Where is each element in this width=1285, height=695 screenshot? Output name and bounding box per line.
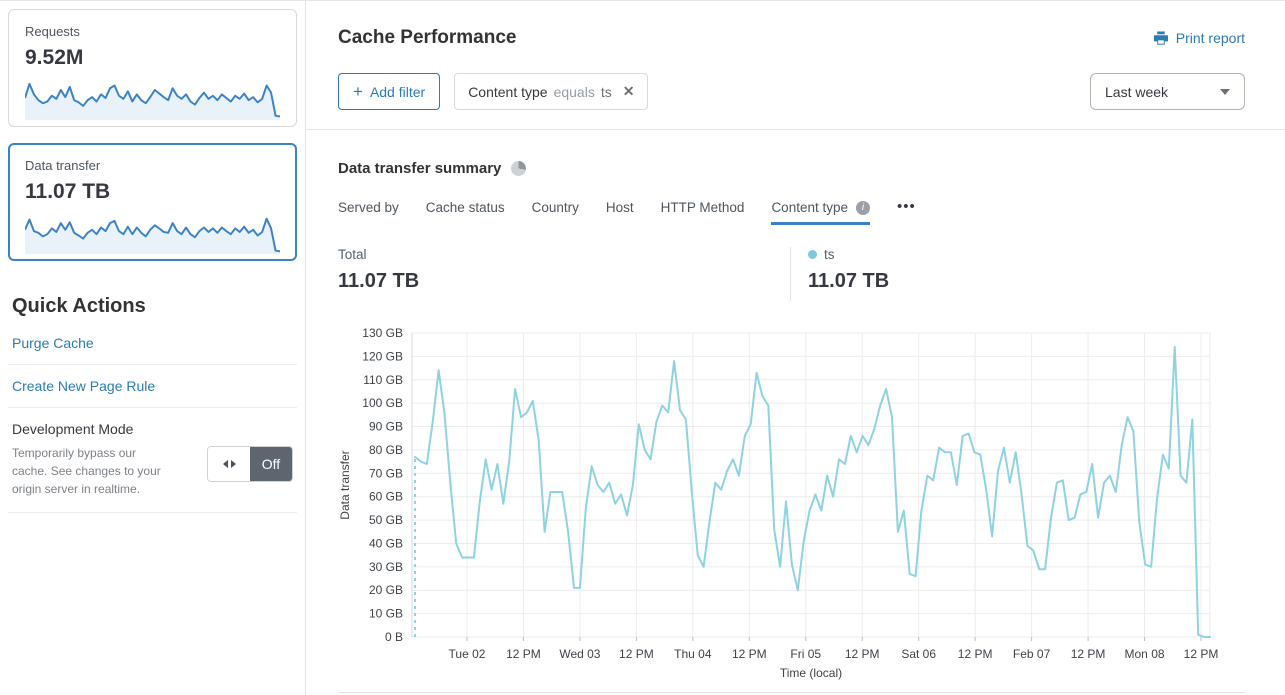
card-label: Data transfer [25, 158, 101, 173]
x-tick-label: 12 PM [1184, 647, 1218, 661]
data-transfer-chart: 0 B 10 GB 20 GB 30 GB 40 GB 50 GB 60 GB 70 GB 80… [338, 325, 1245, 686]
print-report-label: Print report [1175, 30, 1245, 46]
x-tick-label: 12 PM [1071, 647, 1106, 661]
data-transfer-sparkline [25, 217, 280, 255]
y-tick-label: 40 GB [369, 536, 403, 550]
card-value: 9.52M [25, 46, 84, 69]
y-tick-label: 90 GB [369, 420, 403, 434]
development-mode-title: Development Mode [12, 421, 134, 437]
quick-actions-title: Quick Actions [12, 295, 146, 317]
x-tick-label: 12 PM [732, 647, 767, 661]
add-filter-button[interactable]: + Add filter [338, 73, 441, 110]
total-label: Total [338, 247, 367, 262]
tab-label: Served by [338, 200, 399, 215]
chevron-down-icon [1220, 88, 1230, 95]
section-divider [338, 692, 1245, 693]
plus-icon: + [353, 82, 363, 101]
card-value: 11.07 TB [25, 180, 111, 203]
y-axis-title: Data transfer [338, 450, 352, 519]
tab-label: Content type [771, 200, 848, 215]
tab-cache-status[interactable]: Cache status [426, 200, 505, 225]
summary-title: Data transfer summary [338, 160, 502, 177]
development-mode-block: Development Mode Temporarily bypass our … [8, 408, 297, 513]
remove-filter-icon[interactable]: ✕ [622, 83, 635, 99]
y-tick-label: 60 GB [369, 490, 403, 504]
x-tick-label: Wed 03 [559, 647, 600, 661]
purge-cache-link[interactable]: Purge Cache [8, 322, 297, 365]
filter-chip[interactable]: Content type equals ts ✕ [454, 73, 649, 110]
y-tick-label: 80 GB [369, 443, 403, 457]
total-column: Total 11.07 TB [338, 247, 791, 301]
more-tabs-button[interactable]: ••• [897, 198, 916, 215]
printer-icon [1153, 30, 1168, 45]
time-range-value: Last week [1105, 83, 1169, 100]
x-tick-label: 12 PM [958, 647, 993, 661]
y-tick-label: 50 GB [369, 513, 403, 527]
y-tick-label: 110 GB [363, 373, 403, 387]
chart-canvas: 0 B 10 GB 20 GB 30 GB 40 GB 50 GB 60 GB 70 GB 80… [338, 326, 1218, 680]
x-tick-label: Fri 05 [790, 647, 821, 661]
x-tick-label: Mon 08 [1125, 647, 1165, 661]
y-tick-label: 20 GB [369, 583, 403, 597]
filter-operator: equals [553, 83, 595, 100]
add-filter-label: Add filter [369, 83, 426, 100]
tab-label: Host [605, 200, 634, 215]
main-panel: Cache Performance Print report + Add fil… [306, 1, 1285, 695]
card-label: Requests [25, 24, 80, 39]
legend-column: ts 11.07 TB [791, 247, 889, 301]
y-tick-label: 130 GB [362, 326, 403, 340]
y-tick-label: 0 B [385, 630, 403, 644]
y-tick-label: 70 GB [369, 466, 403, 480]
time-range-select[interactable]: Last week [1090, 73, 1245, 110]
y-tick-label: 10 GB [369, 607, 403, 621]
x-axis-title: Time (local) [780, 666, 842, 680]
pie-chart-icon [511, 161, 527, 176]
legend-name: ts [824, 247, 835, 262]
y-tick-label: 120 GB [362, 349, 403, 363]
filter-value: ts [600, 83, 612, 100]
development-mode-description: Temporarily bypass our cache. See change… [12, 446, 161, 496]
tab-content-type[interactable]: Content type i [771, 200, 870, 225]
x-tick-label: Thu 04 [674, 647, 712, 661]
y-tick-label: 30 GB [369, 560, 403, 574]
x-tick-label: 12 PM [845, 647, 880, 661]
toggle-arrows-icon [208, 447, 250, 481]
tab-label: Cache status [425, 200, 505, 215]
toggle-state-label: Off [250, 447, 292, 481]
tab-country[interactable]: Country [532, 200, 579, 225]
tab-label: Country [531, 200, 579, 215]
print-report-button[interactable]: Print report [1153, 30, 1245, 46]
series-line-ts [414, 346, 1211, 638]
legend-value: 11.07 TB [808, 270, 890, 292]
page-title: Cache Performance [338, 27, 517, 48]
tab-served-by[interactable]: Served by [338, 200, 399, 225]
data-transfer-card[interactable]: Data transfer 11.07 TB [8, 143, 297, 261]
sidebar: Requests 9.52M Data transfer 11.07 TB Qu… [0, 1, 306, 695]
x-tick-label: Tue 02 [449, 647, 486, 661]
x-tick-label: 12 PM [619, 647, 654, 661]
x-tick-label: Feb 07 [1013, 647, 1051, 661]
development-mode-toggle[interactable]: Off [207, 446, 293, 482]
info-icon[interactable]: i [856, 200, 870, 215]
legend-item-ts[interactable]: ts [808, 247, 889, 262]
y-tick-label: 100 GB [362, 396, 403, 410]
x-tick-label: 12 PM [506, 647, 541, 661]
create-page-rule-link[interactable]: Create New Page Rule [8, 365, 297, 408]
requests-card[interactable]: Requests 9.52M [8, 9, 297, 127]
total-value: 11.07 TB [338, 270, 420, 292]
tab-label: HTTP Method [660, 200, 745, 215]
x-tick-label: Sat 06 [901, 647, 936, 661]
filter-field: Content type [468, 83, 548, 100]
summary-tabs: Served by Cache status Country Host HTTP Met… [338, 198, 1245, 225]
tab-host[interactable]: Host [606, 200, 634, 225]
requests-sparkline [25, 82, 280, 121]
legend-dot [808, 250, 817, 259]
tab-http-method[interactable]: HTTP Method [661, 200, 745, 225]
